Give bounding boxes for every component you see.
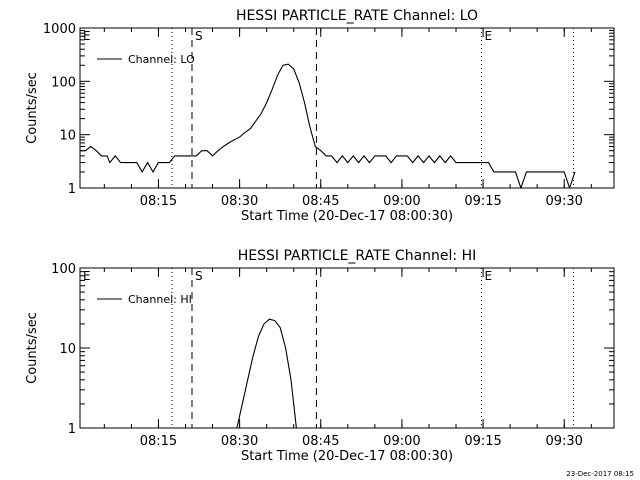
corner-label: E bbox=[83, 29, 91, 43]
plot-frame bbox=[79, 27, 615, 189]
x-tick-label: 09:00 bbox=[383, 194, 420, 209]
event-marker-label: S bbox=[195, 269, 203, 283]
x-tick-label: 09:15 bbox=[464, 194, 501, 209]
y-tick-label: 10 bbox=[59, 129, 76, 144]
x-tick-label: 09:15 bbox=[464, 434, 501, 449]
y-tick-label: 10 bbox=[59, 342, 76, 357]
event-marker-label: E bbox=[484, 269, 492, 283]
plot-frame bbox=[79, 267, 615, 429]
legend-label: Channel: HI bbox=[128, 293, 192, 306]
x-axis-label: Start Time (20-Dec-17 08:00:30) bbox=[241, 449, 453, 464]
y-tick-label: 100 bbox=[51, 262, 76, 277]
y-axis-label: Counts/sec bbox=[25, 312, 40, 384]
event-marker-label: S bbox=[195, 29, 203, 43]
chart-title: HESSI PARTICLE_RATE Channel: HI bbox=[238, 248, 476, 264]
legend-label: Channel: LO bbox=[128, 53, 195, 66]
x-tick-label: 09:30 bbox=[545, 434, 582, 449]
y-tick-label: 100 bbox=[51, 75, 76, 90]
y-tick-label: 1000 bbox=[43, 22, 76, 37]
series-line bbox=[236, 318, 297, 428]
x-tick-label: 08:30 bbox=[221, 434, 258, 449]
x-tick-label: 08:45 bbox=[302, 434, 339, 449]
series-line bbox=[80, 63, 576, 188]
chart-panel-1: HESSI PARTICLE_RATE Channel: LO 1 10 100 100… bbox=[25, 8, 615, 224]
x-tick-label: 08:15 bbox=[140, 434, 177, 449]
x-tick-label: 09:30 bbox=[545, 194, 582, 209]
x-tick-label: 08:45 bbox=[302, 194, 339, 209]
y-tick-label: 1 bbox=[68, 422, 76, 437]
x-tick-label: 08:15 bbox=[140, 194, 177, 209]
x-axis-label: Start Time (20-Dec-17 08:00:30) bbox=[241, 209, 453, 224]
y-axis-label: Counts/sec bbox=[25, 72, 40, 144]
y-tick-label: 1 bbox=[68, 182, 76, 197]
corner-label: E bbox=[83, 269, 91, 283]
plot-timestamp: 23-Dec-2017 08:15 bbox=[566, 470, 634, 478]
event-marker-label: E bbox=[484, 29, 492, 43]
chart-panel-2: HESSI PARTICLE_RATE Channel: HI 1 10 100 08:… bbox=[25, 248, 615, 464]
x-tick-label: 08:30 bbox=[221, 194, 258, 209]
x-tick-label: 09:00 bbox=[383, 434, 420, 449]
chart-title: HESSI PARTICLE_RATE Channel: LO bbox=[236, 8, 478, 24]
